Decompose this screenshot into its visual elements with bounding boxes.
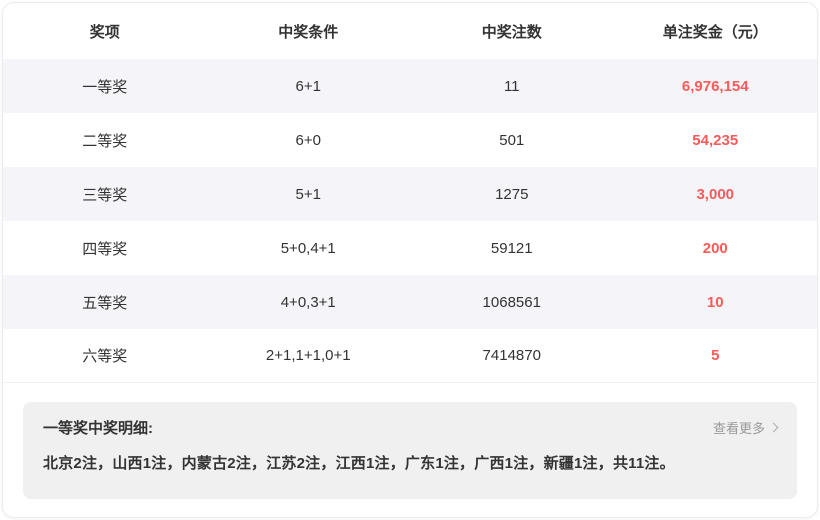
count-cell: 1068561 — [482, 293, 541, 311]
detail-title: 一等奖中奖明细: — [43, 420, 153, 437]
tier-cell: 三等奖 — [82, 186, 128, 204]
count-cell: 59121 — [490, 239, 533, 257]
header-count: 中奖注数 — [481, 23, 542, 41]
view-more-link[interactable]: 查看更多 — [712, 418, 779, 437]
condition-cell: 6+0 — [295, 131, 321, 149]
prize-cell: 54,235 — [692, 131, 739, 149]
table-row: 六等奖 2+1,1+1,0+1 7414870 5 — [3, 329, 817, 383]
header-condition: 中奖条件 — [278, 23, 339, 41]
view-more-label: 查看更多 — [712, 421, 765, 436]
tier-cell: 四等奖 — [82, 240, 128, 258]
table-row: 四等奖 5+0,4+1 59121 200 — [3, 221, 817, 275]
tier-cell: 二等奖 — [82, 132, 128, 150]
condition-cell: 5+0,4+1 — [280, 239, 336, 257]
header-prize: 单注奖金（元） — [662, 23, 768, 41]
condition-cell: 2+1,1+1,0+1 — [265, 347, 351, 364]
count-cell: 1275 — [495, 185, 529, 203]
count-cell: 11 — [503, 77, 520, 95]
table-row: 五等奖 4+0,3+1 1068561 10 — [3, 275, 817, 329]
prize-cell: 5 — [711, 347, 720, 364]
detail-breakdown-text: 北京2注，山西1注，内蒙古2注，江苏2注，江西1注，广东1注，广西1注，新疆1注… — [43, 455, 675, 472]
tier-cell: 一等奖 — [82, 78, 128, 96]
table-row: 三等奖 5+1 1275 3,000 — [3, 167, 817, 221]
chevron-right-icon — [768, 422, 779, 433]
prize-table: 奖项 中奖条件 中奖注数 单注奖金（元） 一等奖 6+1 11 6,976,15… — [3, 3, 817, 383]
table-row: 二等奖 6+0 501 54,235 — [3, 113, 817, 167]
condition-cell: 4+0,3+1 — [280, 293, 336, 311]
tier-cell: 五等奖 — [82, 294, 128, 312]
count-cell: 501 — [499, 131, 525, 149]
table-header-row: 奖项 中奖条件 中奖注数 单注奖金（元） — [3, 3, 817, 59]
header-tier: 奖项 — [89, 23, 120, 41]
tier-cell: 六等奖 — [82, 348, 128, 365]
first-prize-detail-box: 一等奖中奖明细: 查看更多 北京2注，山西1注，内蒙古2注，江苏2注，江西1注，… — [23, 402, 797, 499]
table-row: 一等奖 6+1 11 6,976,154 — [3, 59, 817, 113]
detail-header: 一等奖中奖明细: 查看更多 — [43, 417, 779, 438]
prize-cell: 6,976,154 — [681, 77, 749, 95]
prize-cell: 200 — [702, 239, 728, 257]
count-cell: 7414870 — [482, 347, 541, 364]
prize-cell: 10 — [706, 293, 724, 311]
condition-cell: 5+1 — [295, 185, 321, 203]
condition-cell: 6+1 — [295, 77, 321, 95]
prize-cell: 3,000 — [696, 185, 735, 203]
